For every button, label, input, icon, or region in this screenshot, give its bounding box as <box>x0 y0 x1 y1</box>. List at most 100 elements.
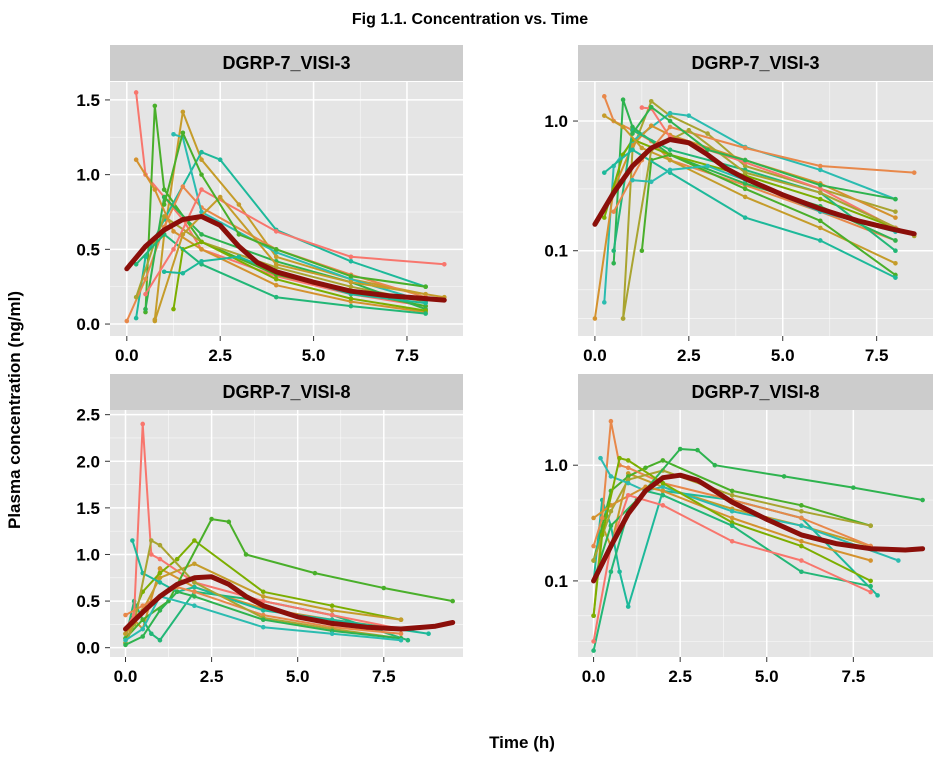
x-tick-label: 7.5 <box>372 667 396 686</box>
subject-point <box>273 229 279 234</box>
y-tick-label: 0.5 <box>76 592 100 611</box>
subject-point <box>260 594 266 599</box>
x-tick-label: 5.0 <box>286 667 310 686</box>
subject-point <box>591 543 596 549</box>
subject-point <box>161 202 167 207</box>
subject-point <box>868 558 873 563</box>
subject-point <box>799 543 804 549</box>
subject-point <box>630 131 635 136</box>
subject-point <box>450 598 455 604</box>
facet-strip <box>110 374 463 410</box>
subject-point <box>643 465 648 471</box>
x-tick-label: 7.5 <box>842 667 866 686</box>
subject-point <box>192 538 197 543</box>
subject-point <box>608 523 614 529</box>
subject-point <box>171 247 176 252</box>
subject-line <box>125 590 402 646</box>
subject-point <box>157 556 163 562</box>
subject-point <box>625 458 631 463</box>
subject-point <box>140 617 146 623</box>
subject-point <box>133 294 139 300</box>
series-group <box>592 94 917 321</box>
subject-point <box>742 181 748 186</box>
subject-point <box>893 275 898 280</box>
facet-strip <box>578 374 933 410</box>
y-axis-title: Plasma concentration (ng/ml) <box>5 291 24 529</box>
subject-line <box>153 196 445 322</box>
subject-line <box>124 539 402 644</box>
y-tick-label: 0.0 <box>76 639 100 658</box>
trend-line <box>591 472 926 584</box>
subject-point <box>199 187 204 192</box>
subject-point <box>818 182 823 188</box>
subject-point <box>648 123 654 129</box>
x-tick-label: 7.5 <box>865 346 889 365</box>
subject-point <box>893 248 898 254</box>
subject-point <box>742 145 748 151</box>
subject-point <box>157 566 163 571</box>
y-tick-label: 0.1 <box>544 572 568 591</box>
y-tick-label: 2.0 <box>76 452 100 471</box>
y-tick-label: 2.5 <box>76 406 100 425</box>
subject-point <box>199 258 204 264</box>
subject-point <box>124 318 130 324</box>
x-tick-label: 2.5 <box>200 667 224 686</box>
subject-point <box>273 254 279 260</box>
subject-line <box>593 124 896 319</box>
subject-point <box>667 124 673 130</box>
series-group <box>591 418 926 653</box>
trend-line <box>592 137 917 237</box>
subject-point <box>742 186 748 192</box>
subject-point <box>171 229 176 234</box>
subject-point <box>686 113 692 118</box>
subject-point <box>625 492 631 498</box>
subject-line <box>592 489 871 651</box>
subject-point <box>199 232 204 237</box>
subject-point <box>868 583 873 589</box>
subject-point <box>648 179 654 185</box>
subject-point <box>630 177 635 183</box>
subject-point <box>260 617 266 623</box>
trend-line <box>124 214 447 303</box>
subject-point <box>695 447 700 453</box>
subject-point <box>180 130 186 136</box>
panel-top-right: DGRP-7_VISI-3 0.0 2.5 5.0 7.5 0.1 1.0 <box>544 45 933 365</box>
subject-point <box>742 170 748 175</box>
subject-point <box>123 631 128 636</box>
subject-point <box>140 603 146 609</box>
subject-point <box>667 110 673 116</box>
subject-point <box>398 631 404 636</box>
subject-point <box>893 196 898 202</box>
subject-point <box>133 90 139 95</box>
subject-point <box>133 315 139 321</box>
subject-line <box>612 129 897 252</box>
subject-point <box>729 538 735 544</box>
subject-point <box>620 124 626 130</box>
subject-point <box>617 455 622 461</box>
facet-strip <box>110 45 463 81</box>
subject-point <box>705 131 710 136</box>
subject-point <box>799 569 804 575</box>
subject-point <box>133 157 139 162</box>
subject-line <box>172 240 426 312</box>
facet-strip-label: DGRP-7_VISI-8 <box>691 382 819 402</box>
subject-point <box>426 631 431 636</box>
subject-point <box>893 238 898 243</box>
subject-point <box>608 508 614 514</box>
subject-point <box>601 170 607 175</box>
subject-point <box>405 637 411 643</box>
subject-point <box>149 538 154 543</box>
subject-point <box>630 147 635 153</box>
subject-point <box>199 247 204 252</box>
subject-line <box>124 539 402 635</box>
subject-point <box>868 589 873 595</box>
subject-point <box>180 109 186 115</box>
subject-point <box>893 215 898 220</box>
subject-point <box>161 187 167 192</box>
subject-point <box>180 184 186 189</box>
subject-point <box>660 480 666 486</box>
subject-point <box>312 570 318 576</box>
subject-point <box>329 608 335 613</box>
subject-point <box>660 458 666 463</box>
subject-point <box>648 98 654 104</box>
